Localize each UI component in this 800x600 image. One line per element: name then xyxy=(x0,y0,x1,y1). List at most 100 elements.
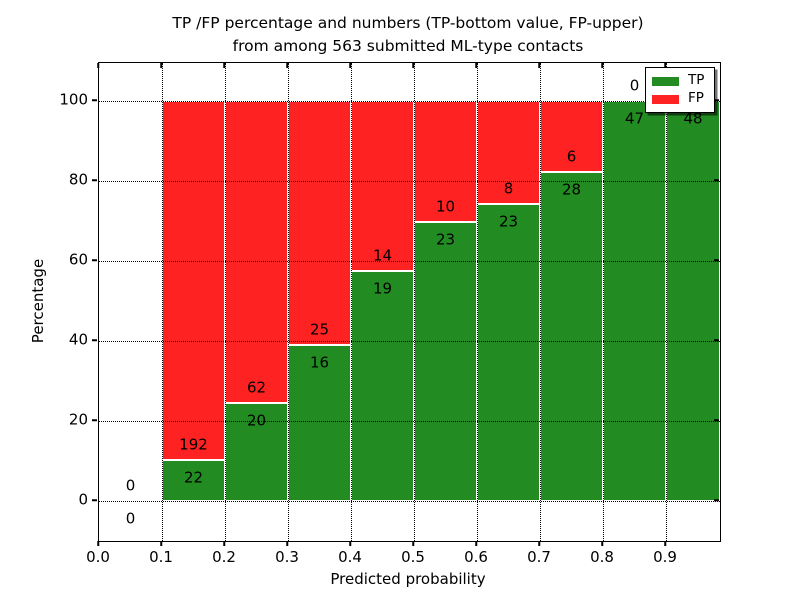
x-tick xyxy=(160,541,162,546)
chart-title-line1: TP /FP percentage and numbers (TP-bottom… xyxy=(172,14,644,32)
bar-tp-segment xyxy=(540,171,603,501)
fp-count-label: 14 xyxy=(372,246,393,265)
x-tick xyxy=(97,541,99,546)
bar-fp-segment xyxy=(288,101,351,345)
fp-count-label: 25 xyxy=(309,320,330,339)
tp-count-label: 23 xyxy=(498,212,519,231)
legend: TP FP xyxy=(645,67,715,113)
legend-row-tp: TP xyxy=(652,74,708,88)
x-tick-label: 0.7 xyxy=(527,548,551,566)
x-tick xyxy=(349,541,351,546)
tp-count-label: 22 xyxy=(183,468,204,487)
fp-count-label: 192 xyxy=(179,435,208,454)
y-tick xyxy=(92,99,97,101)
y-tick xyxy=(92,339,97,341)
bar-tp-segment xyxy=(414,222,477,501)
x-axis-label: Predicted probability xyxy=(330,570,486,588)
y-axis-label: Percentage xyxy=(29,258,47,344)
fp-count-label: 0 xyxy=(125,476,136,495)
y-gridline xyxy=(99,261,720,262)
chart-title: TP /FP percentage and numbers (TP-bottom… xyxy=(172,12,643,58)
bar-tp-segment xyxy=(603,101,666,501)
y-gridline xyxy=(99,421,720,422)
tp-count-label: 23 xyxy=(435,230,456,249)
bar-tp-segment xyxy=(162,459,225,501)
tp-legend-label: TP xyxy=(688,72,705,89)
y-tick-right xyxy=(714,259,719,261)
legend-row-fp: FP xyxy=(652,92,708,106)
x-gridline xyxy=(162,63,163,541)
y-tick-right xyxy=(714,179,719,181)
x-tick-label: 0.2 xyxy=(212,548,236,566)
x-tick-label: 0.8 xyxy=(590,548,614,566)
x-tick-top xyxy=(601,63,603,68)
y-tick-label: 80 xyxy=(68,170,88,189)
plot-area: 00192226220251614191023823628047048 xyxy=(98,62,721,542)
x-tick-label: 0.0 xyxy=(86,548,110,566)
tp-count-label: 20 xyxy=(246,411,267,430)
tp-count-label: 28 xyxy=(561,180,582,199)
tp-count-label: 19 xyxy=(372,279,393,298)
tp-legend-swatch xyxy=(652,76,679,86)
x-gridline xyxy=(666,63,667,541)
x-tick-top xyxy=(664,63,666,68)
x-tick xyxy=(538,541,540,546)
x-tick-label: 0.4 xyxy=(338,548,362,566)
x-tick xyxy=(412,541,414,546)
y-tick-right xyxy=(714,99,719,101)
x-gridline xyxy=(225,63,226,541)
y-tick-right xyxy=(714,499,719,501)
x-gridline xyxy=(288,63,289,541)
y-tick-right xyxy=(714,419,719,421)
x-tick-label: 0.9 xyxy=(653,548,677,566)
x-tick xyxy=(286,541,288,546)
x-tick xyxy=(664,541,666,546)
x-tick-label: 0.3 xyxy=(275,548,299,566)
y-tick xyxy=(92,179,97,181)
y-tick-label: 60 xyxy=(68,250,88,269)
bar-tp-segment xyxy=(351,270,414,501)
tp-count-label: 16 xyxy=(309,353,330,372)
bar-tp-segment xyxy=(225,403,288,501)
x-tick-label: 0.5 xyxy=(401,548,425,566)
tp-count-label: 48 xyxy=(683,109,703,128)
x-tick xyxy=(475,541,477,546)
x-gridline xyxy=(603,63,604,541)
x-tick-top xyxy=(160,63,162,68)
x-tick-top xyxy=(97,63,99,68)
x-tick-top xyxy=(349,63,351,68)
y-tick-label: 40 xyxy=(68,330,88,349)
bar-tp-segment xyxy=(666,101,720,501)
bar-fp-segment xyxy=(162,101,225,460)
x-tick-label: 0.6 xyxy=(464,548,488,566)
fp-count-label: 62 xyxy=(246,378,267,397)
x-tick-top xyxy=(286,63,288,68)
fp-count-label: 6 xyxy=(566,147,577,166)
x-tick xyxy=(223,541,225,546)
y-tick-right xyxy=(714,339,719,341)
x-tick-top xyxy=(223,63,225,68)
x-gridline xyxy=(414,63,415,541)
bar-tp-segment xyxy=(477,204,540,501)
y-tick-label: 20 xyxy=(68,410,88,429)
y-gridline xyxy=(99,101,720,102)
x-tick-top xyxy=(538,63,540,68)
y-tick xyxy=(92,419,97,421)
bar-fp-segment xyxy=(225,101,288,404)
x-tick-top xyxy=(412,63,414,68)
y-tick xyxy=(92,259,97,261)
x-gridline xyxy=(351,63,352,541)
fp-count-label: 10 xyxy=(435,197,456,216)
y-gridline xyxy=(99,341,720,342)
x-tick-label: 0.1 xyxy=(149,548,173,566)
chart-title-line2: from among 563 submitted ML-type contact… xyxy=(232,37,584,55)
x-tick-top xyxy=(475,63,477,68)
fp-count-label: 8 xyxy=(503,179,514,198)
tp-count-label: 0 xyxy=(125,509,136,528)
tp-count-label: 47 xyxy=(624,109,645,128)
y-gridline xyxy=(99,181,720,182)
y-gridline xyxy=(99,501,720,502)
x-gridline xyxy=(540,63,541,541)
fp-legend-label: FP xyxy=(688,90,704,107)
